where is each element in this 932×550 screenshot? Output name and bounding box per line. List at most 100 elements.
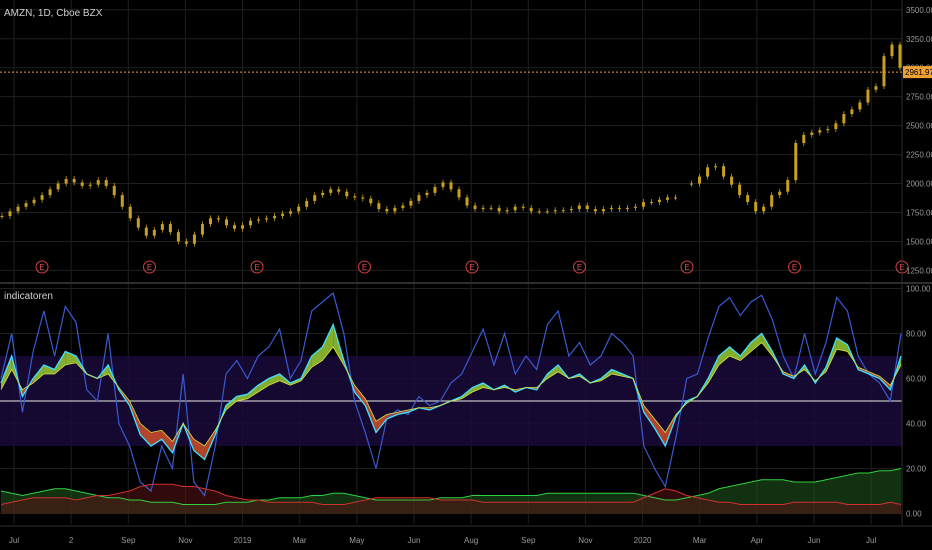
earnings-circle-icon [573, 260, 586, 274]
last-price-label: 2961.97 [905, 68, 932, 77]
candle-body [505, 210, 509, 212]
x-tick-label: Aug [464, 536, 478, 545]
candle-body [601, 209, 605, 212]
candle-body [513, 206, 517, 211]
candle-body [722, 166, 726, 177]
candle-body [481, 207, 485, 210]
x-tick-label: Jul [9, 536, 19, 545]
momentum-fill-segment [654, 419, 666, 446]
candle-body [216, 218, 220, 220]
x-tick-label: Apr [751, 536, 764, 545]
candle-body [257, 219, 261, 221]
indicator-y-tick-label: 40.00 [906, 420, 927, 429]
candle-body [786, 180, 790, 192]
x-tick-label: Jun [808, 536, 821, 545]
candle-body [160, 224, 164, 230]
candle-body [866, 89, 870, 103]
candle-body [168, 224, 172, 233]
momentum-fill-segment [718, 347, 730, 365]
earnings-label: E [792, 263, 797, 272]
earnings-label: E [147, 263, 152, 272]
earnings-label: E [577, 263, 582, 272]
momentum-fill-segment [354, 385, 366, 406]
last-price-tag [903, 66, 932, 79]
symbol-title[interactable]: AMZN, 1D, Cboe BZX [4, 8, 103, 19]
candle-body [633, 206, 637, 208]
candle-body [657, 199, 661, 203]
candle-body [305, 200, 309, 207]
indicator-title[interactable]: indicatoren [4, 291, 53, 302]
earnings-label: E [254, 263, 259, 272]
series-lines [0, 291, 902, 505]
earnings-circle-icon [465, 260, 479, 274]
x-tick-label: Sep [521, 536, 536, 545]
momentum-fill-segment [43, 365, 55, 374]
candle-body [208, 218, 212, 225]
momentum-fill-segment [33, 365, 44, 383]
candle-body [88, 184, 92, 186]
candle-body [730, 176, 734, 185]
candle-body [401, 205, 405, 208]
x-tick-label: Nov [578, 536, 592, 545]
candle-body [273, 215, 277, 219]
price-y-tick-label: 3500.00 [906, 6, 932, 15]
candle-body [561, 210, 565, 212]
green-series-line [0, 468, 902, 505]
price-y-tick-label: 1500.00 [906, 237, 932, 246]
momentum-fill-segment [268, 374, 280, 386]
earnings-circle-icon [143, 260, 156, 274]
x-tick-label: Jul [866, 536, 876, 545]
yellow-series-line [0, 341, 902, 447]
price-y-tick-label: 2500.00 [906, 122, 932, 131]
candle-body [593, 209, 597, 212]
earnings-label: E [469, 263, 474, 272]
price-y-tick-label: 2250.00 [906, 151, 932, 160]
candle-body [265, 218, 269, 220]
indicator-y-tick-label: 100.00 [906, 285, 931, 294]
candle-body [545, 211, 549, 213]
candle-body [16, 206, 20, 212]
indicator-y-tick-label: 80.00 [906, 330, 927, 339]
candle-body [313, 195, 317, 201]
momentum-fill-segment [751, 333, 762, 352]
candle-body [409, 200, 413, 206]
candle-body [738, 184, 742, 196]
candle-body [321, 192, 325, 196]
candle-body [537, 211, 541, 213]
candle-body [714, 166, 718, 168]
candle-body [810, 132, 814, 135]
candle-body [529, 207, 533, 212]
candle-body [609, 207, 613, 210]
candle-body [176, 232, 180, 242]
candle-body [746, 195, 750, 203]
red-area-fill [1, 484, 901, 514]
candle-body [184, 241, 188, 244]
candle-body [858, 102, 862, 110]
x-tick-label: 2020 [634, 536, 652, 545]
indicator-y-tick-label: 20.00 [906, 465, 927, 474]
x-tick-label: Nov [178, 536, 192, 545]
earnings-circle-icon [358, 260, 371, 274]
candle-body [56, 183, 60, 190]
candle-body [241, 225, 245, 229]
candle-body [96, 180, 100, 185]
candle-body [898, 44, 902, 68]
indicator-y-tick-label: 60.00 [906, 375, 927, 384]
candle-body [369, 198, 373, 204]
candle-body [64, 178, 68, 184]
price-candles [0, 41, 902, 247]
candle-body [289, 211, 293, 214]
price-y-tick-label: 1250.00 [906, 266, 932, 275]
momentum-fill-segment [258, 378, 269, 392]
candle-body [826, 129, 830, 131]
momentum-fill-segment [376, 414, 387, 433]
candle-body [40, 195, 44, 200]
candle-body [120, 195, 124, 207]
momentum-fill-segment [161, 430, 173, 453]
momentum-fill-segment [311, 347, 323, 368]
earnings-markers: EEEEEEEEE [35, 260, 909, 274]
x-tick-label: Sep [121, 536, 136, 545]
candle-body [80, 182, 84, 186]
candle-body [136, 218, 140, 228]
earnings-circle-icon [35, 260, 49, 274]
